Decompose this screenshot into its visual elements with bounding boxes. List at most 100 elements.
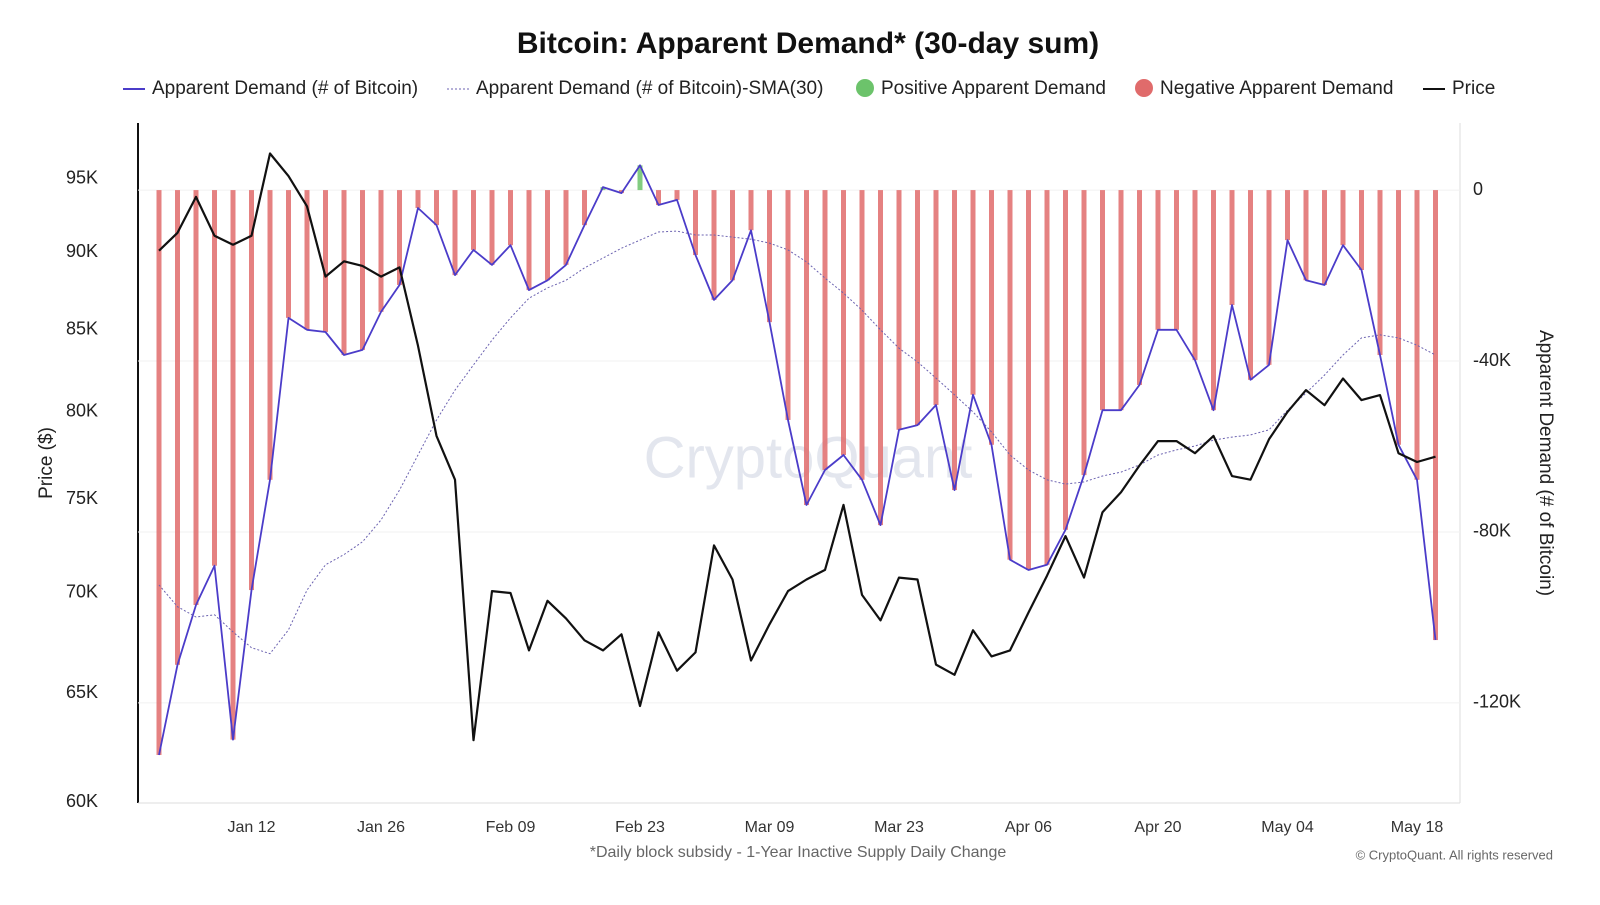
y-tick-label: 95K [66, 168, 98, 188]
demand-bar [545, 190, 550, 281]
demand-bar [249, 190, 254, 591]
chart-title: Bitcoin: Apparent Demand* (30-day sum) [517, 27, 1099, 60]
legend-swatch [1135, 79, 1153, 97]
y2-tick-label: -120K [1473, 692, 1521, 712]
legend-label: Price [1452, 78, 1495, 99]
legend-label: Negative Apparent Demand [1160, 78, 1393, 99]
x-tick-label: Mar 09 [745, 819, 795, 836]
credit: © CryptoQuant. All rights reserved [1356, 847, 1553, 862]
footnote: *Daily block subsidy - 1-Year Inactive S… [590, 844, 1007, 861]
demand-bar [693, 190, 698, 256]
demand-bar [841, 190, 846, 456]
demand-bar [323, 190, 328, 332]
demand-bar [1063, 190, 1068, 530]
demand-bar [915, 190, 920, 426]
demand-bar [193, 190, 199, 606]
series-line [158, 230, 1436, 655]
demand-bar [156, 190, 162, 755]
demand-bar [434, 190, 439, 226]
x-tick-label: Apr 20 [1134, 819, 1181, 836]
demand-bar [970, 190, 976, 395]
demand-bar [1026, 190, 1031, 570]
demand-bar [637, 165, 643, 191]
x-tick-label: Jan 12 [227, 819, 275, 836]
demand-bar [674, 190, 680, 200]
demand-bar [952, 190, 957, 491]
x-tick-label: May 04 [1261, 819, 1314, 836]
x-tick-label: Feb 23 [615, 819, 665, 836]
demand-bar [1266, 190, 1272, 365]
demand-bar [822, 190, 828, 470]
demand-bar [452, 190, 458, 276]
demand-bar [1118, 190, 1124, 411]
demand-bar [304, 190, 310, 330]
demand-bar [489, 190, 495, 265]
demand-bar [804, 190, 809, 506]
y-tick-label: 90K [66, 241, 98, 261]
demand-bar [1322, 190, 1327, 285]
demand-bar [859, 190, 865, 480]
demand-bar [1192, 190, 1198, 361]
demand-bar [785, 190, 791, 420]
demand-bar [1174, 190, 1179, 330]
legend-label: Apparent Demand (# of Bitcoin) [152, 78, 418, 99]
legend-label: Positive Apparent Demand [881, 78, 1106, 99]
demand-bar [1211, 190, 1216, 411]
demand-bar [286, 190, 291, 318]
x-tick-label: Feb 09 [486, 819, 536, 836]
demand-bar [1414, 190, 1420, 480]
demand-bar [989, 190, 994, 445]
y-tick-label: 75K [66, 488, 98, 508]
demand-bar [1248, 190, 1253, 380]
demand-bar [415, 190, 421, 209]
demand-bar [1081, 190, 1087, 476]
demand-bar [1229, 190, 1235, 306]
demand-bar [378, 190, 384, 312]
series-line [158, 152, 1436, 742]
demand-bar [1100, 190, 1105, 411]
demand-bar [1285, 190, 1290, 241]
legend-swatch [856, 79, 874, 97]
demand-bar [1137, 190, 1142, 385]
x-tick-label: May 18 [1391, 819, 1444, 836]
demand-bar [582, 190, 587, 226]
y2-tick-label: 0 [1473, 179, 1483, 199]
demand-bar [767, 190, 772, 323]
demand-bar [360, 190, 365, 350]
demand-bar [656, 190, 661, 206]
series-line [158, 164, 1437, 756]
demand-bar [1044, 190, 1050, 565]
y-tick-label: 60K [66, 791, 98, 811]
y-tick-label: 85K [66, 318, 98, 338]
demand-bar [748, 190, 754, 231]
demand-bar [1340, 190, 1346, 246]
demand-bar [878, 190, 883, 526]
y2-tick-label: -80K [1473, 521, 1511, 541]
demand-bar [1303, 190, 1309, 281]
y2-tick-label: -40K [1473, 350, 1511, 370]
demand-bar [1007, 190, 1013, 560]
demand-bar [212, 190, 217, 566]
demand-bar [563, 190, 569, 265]
x-tick-label: Apr 06 [1005, 819, 1052, 836]
demand-bar [1359, 190, 1364, 270]
demand-bar [711, 190, 717, 300]
demand-bar [896, 190, 902, 430]
y2-axis-label: Apparent Demand (# of Bitcoin) [1535, 330, 1556, 596]
x-tick-label: Mar 23 [874, 819, 924, 836]
demand-bar [1396, 190, 1401, 445]
demand-bar [397, 190, 402, 285]
x-tick-label: Jan 26 [357, 819, 405, 836]
y-tick-label: 65K [66, 682, 98, 702]
demand-bar [267, 190, 273, 480]
demand-bar [1433, 190, 1438, 641]
demand-bar [508, 190, 513, 246]
demand-bar [1377, 190, 1383, 356]
demand-bar [730, 190, 735, 281]
demand-bar [471, 190, 476, 250]
legend-label: Apparent Demand (# of Bitcoin)-SMA(30) [476, 78, 823, 99]
y-axis-label: Price ($) [36, 427, 57, 499]
demand-bar [526, 190, 532, 291]
demand-bar [1155, 190, 1161, 330]
y-tick-label: 80K [66, 401, 98, 421]
